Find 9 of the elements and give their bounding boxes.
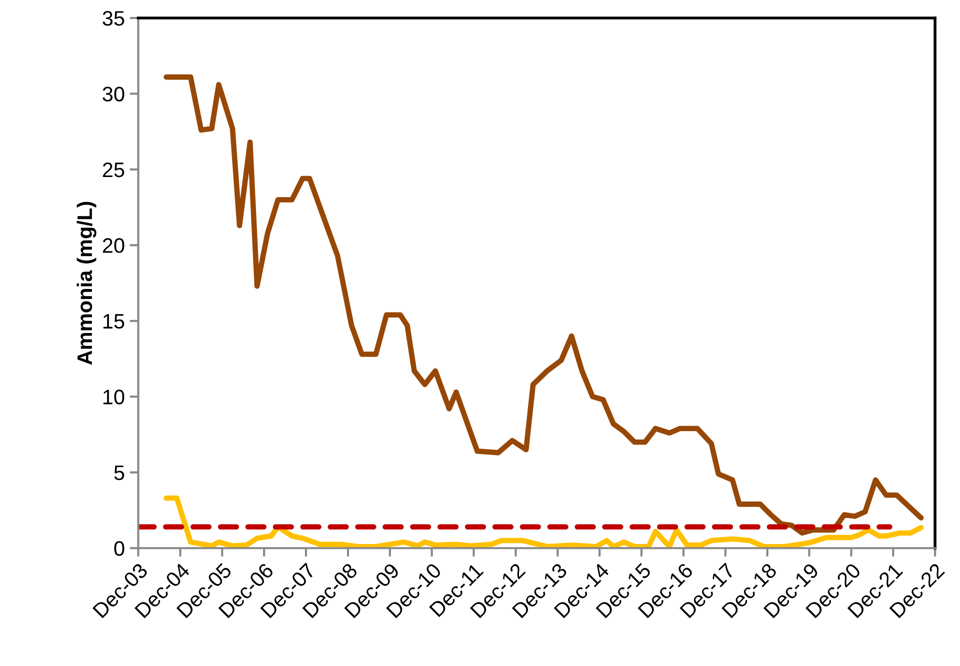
y-tick-label: 5 (114, 466, 124, 480)
y-tick-label: 35 (102, 10, 124, 26)
y-tick-label: 20 (102, 238, 124, 253)
y-tick-label: 15 (103, 314, 124, 329)
y-tick-label: 25 (102, 162, 124, 178)
y-tick-label: 30 (102, 86, 124, 102)
y-tick-label: 0 (114, 541, 124, 556)
y-tick-label: 10 (103, 390, 124, 404)
y-axis-title: Ammonia (mg/L) (76, 202, 96, 365)
